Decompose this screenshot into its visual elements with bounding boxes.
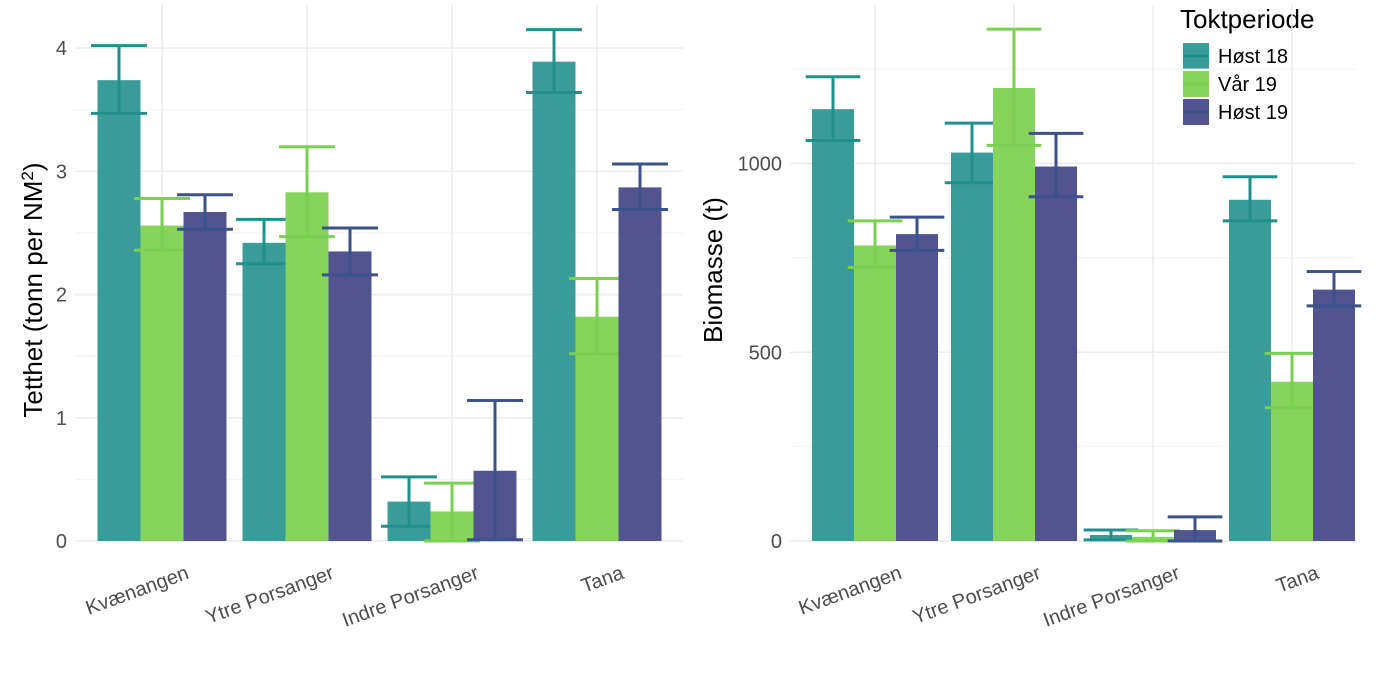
x-tick-label: Kvænangen [796, 562, 905, 620]
bar [532, 61, 576, 542]
x-tick-label: Indre Porsanger [1040, 562, 1183, 632]
bar [285, 192, 329, 542]
y-tick-label: 4 [56, 38, 67, 60]
bar [854, 245, 896, 541]
bar [1035, 166, 1077, 541]
y-tick-label: 500 [749, 342, 782, 364]
x-tick-label: Ytre Porsanger [910, 562, 1044, 629]
legend-label: Høst 19 [1218, 102, 1288, 124]
legend-label: Vår 19 [1218, 74, 1277, 96]
x-tick-label: Ytre Porsanger [203, 562, 337, 629]
bar [242, 242, 286, 541]
panel-1: 0 1 2 3 4 Kvænangen Ytre Porsanger Indre Porsan… [18, 5, 683, 632]
superscript: 2 [18, 171, 37, 180]
legend-label: Høst 18 [1218, 46, 1288, 68]
y-tick-label: 2 [56, 285, 67, 307]
x-tick-label: Tana [1273, 562, 1322, 598]
bar [618, 187, 662, 541]
y-axis-label: Tetthet (tonn per NM2) [18, 162, 49, 417]
bar [951, 152, 993, 541]
bar [183, 212, 227, 541]
y-tick-label: 0 [771, 531, 782, 553]
bar [328, 251, 372, 542]
bar [812, 109, 854, 541]
bar [993, 88, 1035, 542]
y-tick-label: 1000 [738, 154, 783, 176]
bar [140, 225, 184, 541]
legend-title: Toktperiode [1180, 4, 1314, 34]
y-tick-label: 0 [56, 531, 67, 553]
bar [896, 234, 938, 541]
legend: Toktperiode Høst 18 Vår 19 Høst 19 [1180, 4, 1314, 125]
x-tick-label: Tana [578, 562, 627, 598]
y-axis-label: Biomasse (t) [698, 197, 728, 343]
y-tick-label: 3 [56, 161, 67, 183]
x-tick-label: Kvænangen [83, 562, 192, 620]
x-tick-label: Indre Porsanger [339, 562, 482, 632]
bar [1313, 289, 1355, 541]
bar [97, 80, 141, 542]
y-tick-label: 1 [56, 408, 67, 430]
bar [1229, 199, 1271, 541]
